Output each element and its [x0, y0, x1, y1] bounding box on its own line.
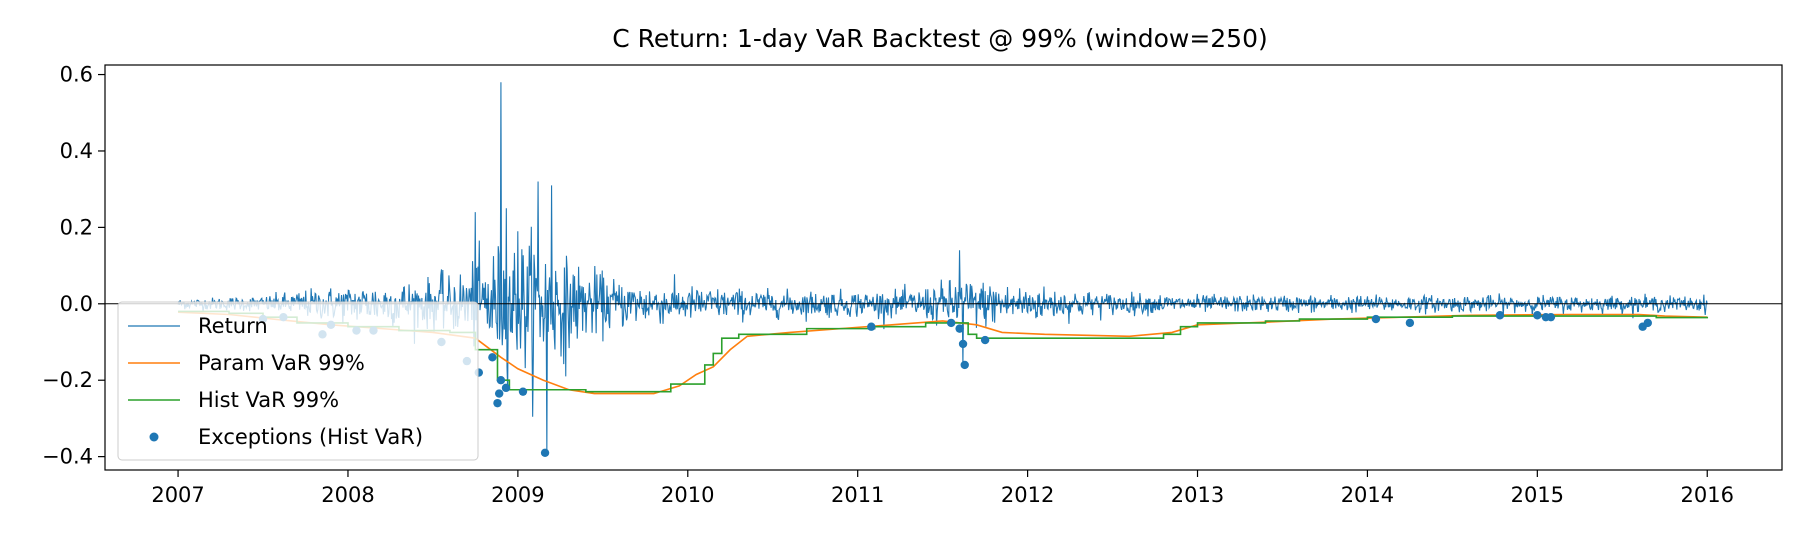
exception-point-25 [1533, 311, 1542, 320]
legend-box [117, 301, 479, 461]
y-tick-label-0: −0.4 [42, 445, 93, 469]
x-axis: 2007 2008 2009 2010 2011 2012 2013 2014 2015 2016 [151, 470, 1734, 507]
exception-point-9 [488, 353, 497, 362]
exception-point-27 [1546, 312, 1556, 322]
exception-point-23 [1405, 318, 1415, 328]
x-tick-label-2007: 2007 [151, 483, 204, 507]
x-tick-label-2010: 2010 [661, 483, 714, 507]
exception-point-10 [493, 398, 502, 408]
x-tick-label-2009: 2009 [491, 483, 544, 507]
y-axis: −0.4 −0.2 0.0 0.2 0.4 0.6 [42, 63, 105, 469]
exception-point-12 [496, 376, 506, 385]
legend: Return Param VaR 99% Hist VaR 99% Exception… [117, 301, 479, 461]
exception-point-11 [494, 389, 504, 398]
exception-point-17 [946, 318, 956, 328]
exception-point-29 [1643, 318, 1652, 328]
exception-point-13 [501, 383, 511, 393]
exception-point-15 [540, 448, 550, 458]
x-tick-label-2013: 2013 [1171, 483, 1224, 507]
legend-label-param_var: Param VaR 99% [198, 351, 365, 375]
x-tick-label-2012: 2012 [1001, 483, 1054, 507]
plot-frame [104, 64, 1783, 471]
x-tick-label-2016: 2016 [1681, 483, 1734, 507]
chart-title: C Return: 1-day VaR Backtest @ 99% (wind… [612, 24, 1268, 53]
legend-marker-exceptions [149, 432, 159, 442]
x-tick-label-2008: 2008 [321, 483, 374, 507]
exception-point-19 [958, 339, 968, 349]
x-tick-label-2014: 2014 [1341, 483, 1394, 507]
y-tick-label-3: 0.2 [60, 215, 93, 239]
x-tick-label-2015: 2015 [1511, 483, 1564, 507]
exception-point-14 [518, 387, 528, 396]
legend-label-hist_var: Hist VaR 99% [198, 388, 339, 412]
y-tick-label-5: 0.6 [60, 63, 93, 87]
y-tick-label-4: 0.4 [60, 139, 93, 163]
exception-point-22 [1371, 314, 1381, 324]
exception-point-20 [960, 360, 969, 370]
legend-label-exceptions: Exceptions (Hist VaR) [198, 425, 423, 449]
legend-label-return: Return [198, 314, 268, 338]
x-tick-label-2011: 2011 [831, 483, 884, 507]
exception-point-24 [1495, 311, 1505, 320]
y-tick-label-1: −0.2 [42, 368, 93, 392]
exception-point-21 [980, 335, 990, 345]
exception-point-18 [955, 324, 964, 333]
y-tick-label-2: 0.0 [60, 292, 93, 316]
exception-point-16 [867, 322, 876, 331]
